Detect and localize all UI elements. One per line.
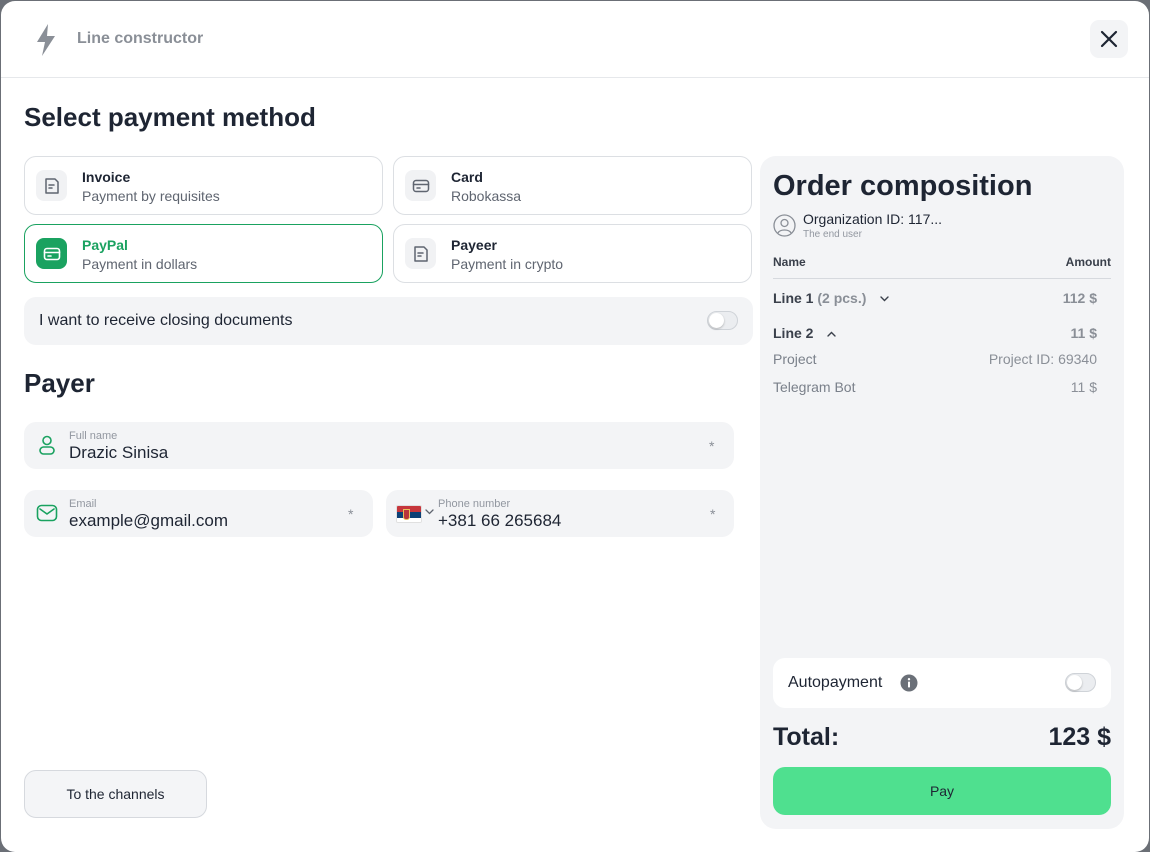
subitem-name: Telegram Bot	[773, 379, 856, 395]
closing-documents-row: I want to receive closing documents	[24, 297, 753, 345]
order-subitem: Project Project ID: 69340	[773, 351, 1097, 367]
document-icon	[405, 238, 436, 269]
column-name: Name	[773, 255, 806, 269]
modal-header: Line constructor	[1, 1, 1149, 78]
organization-name: Organization ID: 117...	[803, 211, 943, 227]
line-name: Line 1	[773, 290, 814, 306]
payer-title: Payer	[24, 368, 95, 398]
required-marker: *	[348, 506, 354, 522]
document-icon	[36, 170, 67, 201]
line-amount: 112 $	[1062, 290, 1097, 306]
line-quantity: (2 pcs.)	[817, 290, 867, 306]
serbia-flag-icon[interactable]	[396, 505, 422, 523]
line-name: Line 2	[773, 325, 814, 341]
payment-method-label: PayPal	[82, 237, 128, 253]
email-field[interactable]: Email example@gmail.com *	[24, 490, 373, 537]
closing-documents-label: I want to receive closing documents	[39, 312, 293, 329]
full-name-field[interactable]: Full name Drazic Sinisa *	[24, 422, 734, 469]
order-table-header: Name Amount	[773, 255, 1111, 279]
full-name-value: Drazic Sinisa	[69, 443, 169, 462]
phone-value: +381 66 265684	[438, 511, 562, 530]
payment-method-sub: Payment by requisites	[82, 188, 220, 204]
order-subitem: Telegram Bot 11 $	[773, 379, 1097, 395]
order-composition-panel: Order composition Organization ID: 117..…	[760, 156, 1124, 829]
card-icon	[405, 170, 436, 201]
autopayment-row: Autopayment	[773, 658, 1111, 708]
chevron-down-icon[interactable]	[880, 296, 889, 302]
payment-method-invoice[interactable]: Invoice Payment by requisites	[24, 156, 383, 215]
app-title: Line constructor	[77, 30, 204, 47]
payment-method-label: Payeer	[451, 237, 497, 253]
info-icon[interactable]	[900, 674, 918, 692]
total-value: 123 $	[1048, 723, 1111, 751]
chevron-down-icon[interactable]	[425, 509, 434, 515]
full-name-caption: Full name	[69, 430, 118, 442]
line-amount: 11 $	[1070, 325, 1097, 341]
required-marker: *	[709, 438, 715, 454]
phone-caption: Phone number	[438, 498, 511, 510]
organization-role: The end user	[803, 229, 862, 240]
autopayment-label: Autopayment	[788, 674, 883, 691]
order-title: Order composition	[773, 170, 1033, 202]
payment-method-sub: Robokassa	[451, 188, 522, 204]
column-amount: Amount	[1065, 255, 1111, 269]
phone-field[interactable]: Phone number +381 66 265684 *	[386, 490, 734, 537]
subitem-name: Project	[773, 351, 817, 367]
toggle-knob	[709, 313, 724, 328]
payment-method-label: Invoice	[82, 169, 131, 185]
order-line-1[interactable]: Line 1 (2 pcs.) 112 $	[773, 290, 1097, 306]
order-line-2[interactable]: Line 2 11 $	[773, 325, 1097, 341]
subitem-amount: Project ID: 69340	[988, 351, 1097, 367]
close-icon	[1100, 30, 1118, 48]
email-caption: Email	[69, 498, 97, 510]
payment-method-label: Card	[451, 169, 483, 185]
email-value: example@gmail.com	[69, 511, 228, 530]
user-circle-icon	[773, 214, 796, 237]
payment-method-payeer[interactable]: Payeer Payment in crypto	[393, 224, 752, 283]
payment-method-title: Select payment method	[24, 102, 316, 132]
card-icon	[36, 238, 67, 269]
pay-button[interactable]: Pay	[773, 767, 1111, 815]
chevron-up-icon[interactable]	[827, 331, 837, 337]
mail-icon	[36, 504, 58, 522]
lightning-icon	[37, 24, 55, 56]
closing-documents-toggle[interactable]	[707, 311, 738, 330]
autopayment-toggle[interactable]	[1065, 673, 1096, 692]
subitem-amount: 11 $	[1070, 379, 1097, 395]
payment-method-paypal[interactable]: PayPal Payment in dollars	[24, 224, 383, 283]
toggle-knob	[1067, 675, 1082, 690]
required-marker: *	[710, 506, 716, 522]
close-button[interactable]	[1090, 20, 1128, 58]
payment-method-sub: Payment in dollars	[82, 256, 198, 272]
total-label: Total:	[773, 723, 840, 751]
to-channels-button[interactable]: To the channels	[24, 770, 207, 818]
payment-method-card[interactable]: Card Robokassa	[393, 156, 752, 215]
payment-method-sub: Payment in crypto	[451, 256, 564, 272]
user-icon	[39, 435, 55, 455]
